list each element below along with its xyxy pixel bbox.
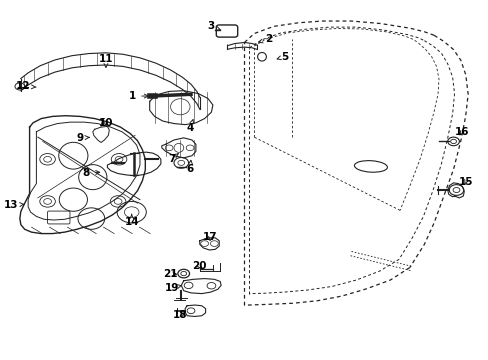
Text: 15: 15 (458, 177, 472, 187)
Text: 2: 2 (258, 34, 272, 44)
Text: 5: 5 (277, 52, 287, 62)
Text: 17: 17 (203, 232, 217, 242)
Text: 20: 20 (192, 261, 206, 271)
Text: 19: 19 (164, 283, 181, 293)
Text: 18: 18 (173, 310, 187, 320)
Text: 13: 13 (4, 200, 24, 210)
Text: 11: 11 (99, 54, 113, 67)
Text: 7: 7 (167, 154, 178, 163)
Text: 1: 1 (129, 91, 148, 101)
Text: 16: 16 (454, 127, 468, 137)
Text: 3: 3 (206, 21, 220, 31)
Text: 21: 21 (163, 269, 178, 279)
Text: 10: 10 (99, 118, 113, 128)
Text: 14: 14 (124, 214, 139, 227)
Text: 9: 9 (77, 133, 89, 143)
Text: 12: 12 (16, 81, 36, 91)
Text: 8: 8 (82, 168, 100, 178)
Text: 6: 6 (186, 160, 193, 174)
Text: 4: 4 (186, 120, 193, 133)
